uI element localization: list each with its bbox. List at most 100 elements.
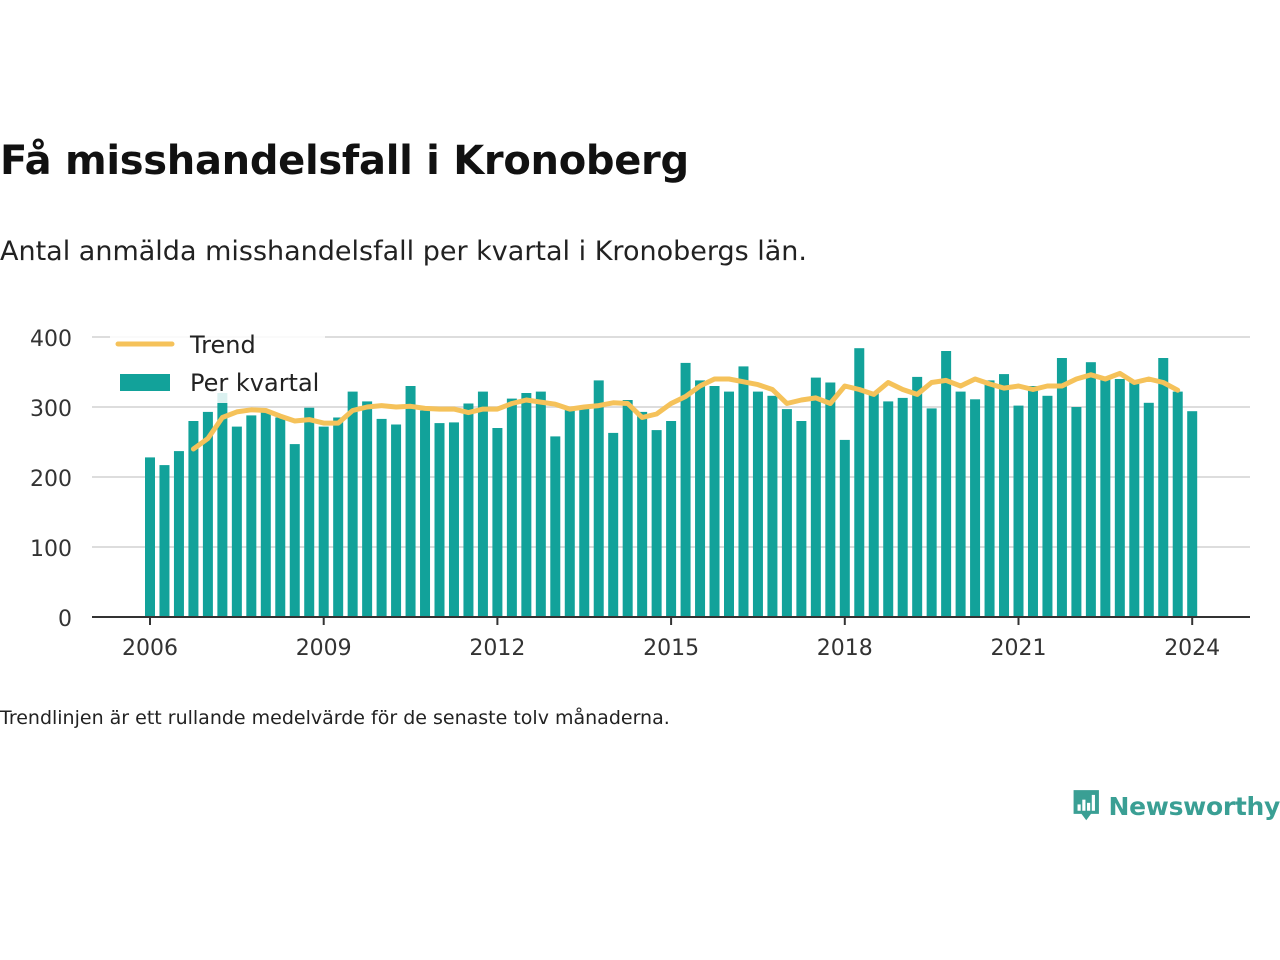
bar [304,407,315,617]
bar [521,393,532,617]
legend-bar-label: Per kvartal [190,369,319,397]
bar [796,421,807,617]
chart-subtitle: Antal anmälda misshandelsfall per kvarta… [0,236,807,267]
bar [868,391,879,617]
x-tick-label: 2015 [643,636,699,661]
bar [695,380,706,617]
bar [260,411,271,617]
bar [1027,386,1038,617]
bar [1143,402,1154,617]
bar [651,430,662,617]
chart-title: Få misshandelsfall i Kronoberg [0,138,689,184]
bar [246,415,257,617]
bar [622,400,633,617]
bar [1085,362,1096,617]
bar [173,451,184,617]
bar [1100,377,1111,617]
bar [145,457,155,617]
bar [926,408,937,617]
bar [724,391,734,617]
y-tick-label: 0 [58,607,72,632]
trend-line [190,370,1181,452]
bar [1071,407,1082,617]
bar [984,380,995,617]
bar [738,366,749,617]
x-tick-label: 2024 [1164,636,1220,661]
bar [550,436,561,617]
trend-footnote: Trendlinjen är ett rullande medelvärde f… [0,707,670,729]
newsworthy-logo: Newsworthy [1072,783,1280,829]
bar [391,424,402,617]
bar [912,376,923,617]
newsworthy-logo-text: Newsworthy [1108,791,1280,821]
newsworthy-logo-icon [1073,790,1099,821]
y-axis-labels: 0 100 200 300 400 [30,327,72,632]
x-tick-label: 2018 [817,636,873,661]
bar [1129,381,1140,617]
bar [810,377,821,617]
bar [188,421,199,617]
bar [1056,358,1067,617]
bar [289,444,300,617]
bar [376,418,387,617]
x-tick-label: 2006 [122,636,178,661]
bar [347,391,358,617]
bar [477,391,488,617]
bar [159,465,170,617]
bar [202,411,213,617]
bar [579,408,590,617]
bar [318,426,329,617]
bar [1172,391,1183,617]
bar [637,411,648,617]
bar [680,362,691,617]
bar [434,423,445,617]
bar [492,428,503,617]
bar [217,393,228,617]
bar [1158,358,1169,617]
bar [752,391,763,617]
bar [970,399,981,617]
bar [767,395,778,617]
y-tick-label: 300 [30,397,72,422]
bar [941,351,952,617]
bar [564,408,575,617]
bar [666,421,677,617]
bar [825,382,836,617]
bar [1013,405,1024,617]
bar [463,403,474,617]
bar [854,348,865,617]
chart-area: 0 100 200 300 400 2006 2009 2012 2015 2018 2021 20… [0,300,1280,680]
bar [709,386,720,617]
bar [231,426,242,617]
bar [1114,379,1125,617]
legend: Trend Per kvartal [110,325,325,403]
bar [999,374,1010,617]
bar [420,410,431,617]
bar [448,422,459,617]
bar [333,417,344,617]
bar [1042,395,1053,617]
x-axis: 2006 2009 2012 2015 2018 2021 2024 [92,616,1250,661]
trend-series [190,370,1181,452]
bar-series [145,348,1198,617]
legend-trend-label: Trend [189,331,256,359]
x-tick-label: 2012 [469,636,525,661]
bar [839,439,850,617]
bar [506,398,517,617]
bar [897,397,908,617]
y-tick-label: 400 [30,327,72,352]
y-tick-label: 200 [30,467,72,492]
bar [883,401,894,617]
bar [955,391,966,617]
bar [275,417,286,617]
bar [405,386,416,617]
bar [593,380,604,617]
bar [362,401,373,617]
bar [1187,411,1198,617]
x-tick-label: 2021 [991,636,1047,661]
bar [535,391,546,617]
bar [781,409,792,617]
bar [608,432,619,617]
x-tick-label: 2009 [296,636,352,661]
